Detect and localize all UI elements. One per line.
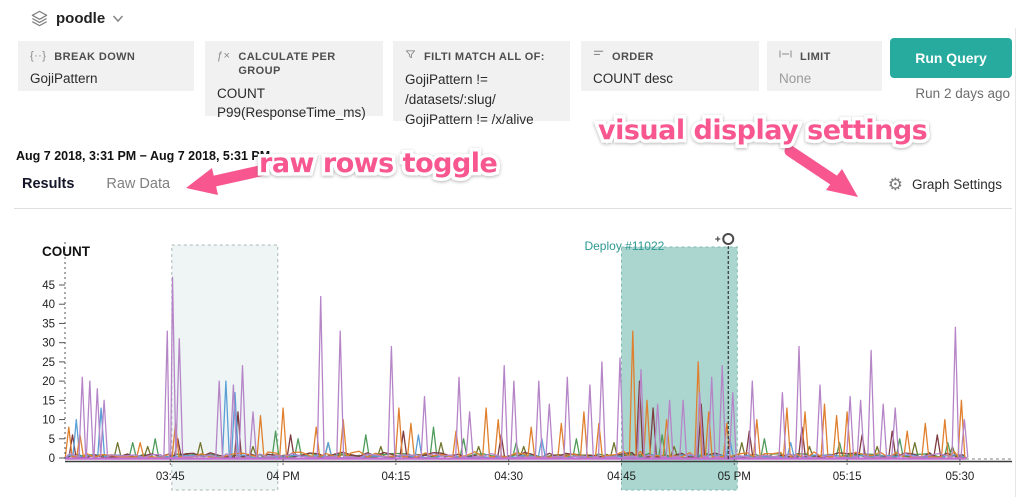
run-query-button[interactable]: Run Query: [890, 38, 1012, 78]
graph-settings-label: Graph Settings: [911, 177, 1002, 192]
page-edge-border: [1015, 28, 1016, 497]
y-tick-label: 5: [49, 434, 55, 446]
chart-title: COUNT: [42, 244, 90, 259]
y-tick-label: 25: [42, 357, 55, 369]
x-tick-label: 04:30: [494, 471, 523, 483]
annotation-arrow-raw-rows: [182, 161, 273, 199]
braces-icon: {··}: [30, 50, 47, 62]
order-lines-icon: [593, 49, 604, 63]
y-tick-label: 10: [42, 415, 55, 427]
query-box-order[interactable]: ORDER COUNT desc: [581, 41, 759, 91]
highlight-region: [171, 244, 279, 491]
query-box-limit[interactable]: LIMIT None: [767, 41, 882, 91]
limit-value: None: [779, 71, 812, 87]
last-run-status: Run 2 days ago: [915, 86, 1010, 101]
filter-value: GojiPattern != /x/alive: [405, 112, 534, 128]
y-tick-label: 35: [42, 318, 55, 330]
y-tick-label: 0: [49, 453, 55, 465]
filter-label: FILTI MATCH ALL OF:: [424, 51, 545, 63]
results-tabs: Results Raw Data: [22, 176, 170, 192]
annotation-visual-display-settings: visual display settings: [594, 112, 931, 150]
funnel-icon: [405, 49, 416, 64]
deploy-region: [621, 246, 738, 491]
tab-results[interactable]: Results: [22, 176, 75, 192]
dataset-name: poodle: [56, 10, 106, 27]
query-box-filter[interactable]: FILTI MATCH ALL OF: GojiPattern != /data…: [393, 41, 570, 127]
deploy-pin-icon[interactable]: [722, 233, 735, 245]
order-label: ORDER: [612, 51, 654, 63]
query-box-calculate[interactable]: ƒ× CALCULATE PER GROUP COUNT P99(Respons…: [205, 41, 383, 120]
annotation-arrow-visual-display: [780, 141, 861, 199]
x-tick-label: 04:45: [607, 471, 636, 483]
graph-settings-button[interactable]: ⚙ Graph Settings: [888, 176, 1002, 193]
y-tick-label: 45: [42, 280, 55, 292]
y-tick-label: 30: [42, 338, 55, 350]
filter-value: GojiPattern != /datasets/:slug/: [405, 72, 496, 107]
gear-icon: ⚙: [887, 175, 903, 194]
fx-icon: ƒ×: [217, 50, 231, 62]
deploy-label: Deploy #11022: [584, 239, 664, 253]
x-tick-label: 04 PM: [266, 471, 299, 483]
calculate-value: COUNT: [217, 85, 265, 101]
annotation-raw-rows-toggle: raw rows toggle: [255, 145, 501, 183]
limit-label: LIMIT: [800, 51, 831, 63]
dataset-picker[interactable]: poodle: [30, 9, 124, 28]
series-purple: [64, 276, 969, 459]
chevron-down-icon: [113, 15, 124, 23]
x-tick-label: 05:30: [945, 471, 974, 483]
tab-raw-data[interactable]: Raw Data: [106, 176, 171, 192]
y-tick-label: 20: [42, 376, 55, 388]
x-tick-label: 05:15: [833, 471, 862, 483]
x-tick-label: 04:15: [381, 471, 410, 483]
breakdown-label: BREAK DOWN: [54, 51, 136, 63]
y-tick-label: 15: [42, 395, 55, 407]
x-tick-label: 03:45: [156, 471, 185, 483]
query-box-breakdown[interactable]: {··} BREAK DOWN GojiPattern: [18, 41, 194, 91]
section-divider: [14, 208, 1012, 209]
count-chart: 0 5 10 15 20 25 30 35 40 45 03:45 04 PM 04:15 04:30 04…: [42, 233, 1012, 491]
breakdown-value: GojiPattern: [30, 71, 98, 87]
y-tick-label: 40: [42, 299, 55, 311]
x-tick-label: 05 PM: [718, 471, 751, 483]
order-value: COUNT desc: [593, 71, 674, 87]
dataset-layers-icon: [31, 10, 48, 27]
time-range-label: Aug 7 2018, 3:31 PM − Aug 7 2018, 5:31 P…: [16, 149, 271, 163]
calculate-label: CALCULATE PER GROUP: [238, 51, 336, 78]
range-limit-icon: [779, 49, 792, 63]
calculate-value: P99(ResponseTime_ms): [217, 105, 366, 121]
